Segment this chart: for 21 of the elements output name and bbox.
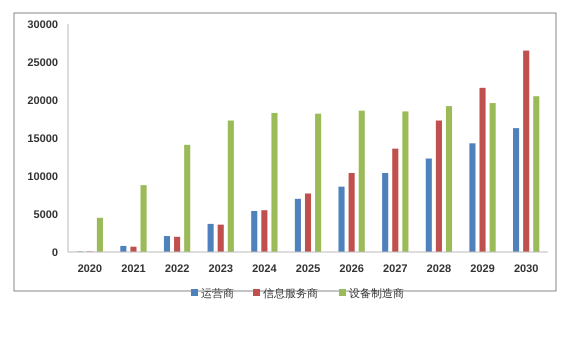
y-tick-label: 0 <box>52 247 58 259</box>
x-tick-label: 2027 <box>383 263 408 275</box>
x-tick-label: 2020 <box>78 263 102 275</box>
y-tick-label: 15000 <box>27 133 58 145</box>
y-tick-label: 10000 <box>27 171 58 183</box>
y-tick-label: 20000 <box>27 95 58 107</box>
x-tick-label: 2025 <box>296 263 320 275</box>
x-tick-label: 2029 <box>470 263 495 275</box>
x-tick-label: 2030 <box>514 263 538 275</box>
x-tick-label: 2023 <box>208 263 233 275</box>
x-tick-label: 2021 <box>121 263 146 275</box>
y-tick-label: 5000 <box>34 209 58 221</box>
legend-label: 运营商 <box>201 287 234 300</box>
x-tick-label: 2022 <box>164 263 190 275</box>
y-tick-label: 25000 <box>27 57 58 69</box>
legend-label: 设备制造商 <box>349 287 404 300</box>
y-tick-label: 30000 <box>27 19 58 31</box>
x-tick-label: 2028 <box>426 263 452 275</box>
x-tick-label: 2024 <box>252 263 278 275</box>
x-tick-label: 2026 <box>339 263 364 275</box>
legend-label: 信息服务商 <box>263 287 318 300</box>
